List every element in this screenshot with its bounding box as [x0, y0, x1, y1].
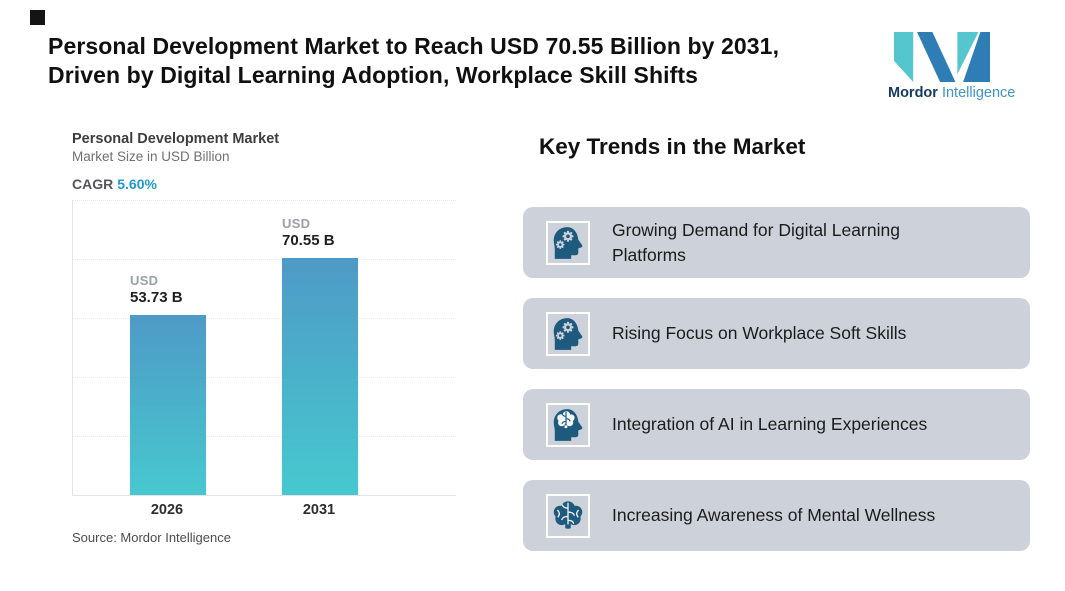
- bar-currency-2031: USD: [282, 216, 311, 231]
- plot-area: USD 53.73 B USD 70.55 B: [72, 200, 456, 496]
- trend-icon-box: [546, 402, 590, 447]
- trend-text: Rising Focus on Workplace Soft Skills: [612, 323, 907, 344]
- bar-2031: [282, 258, 358, 495]
- bar-value-label-2026: USD 53.73 B: [130, 273, 183, 308]
- bar-group-2031: USD 70.55 B: [282, 216, 358, 495]
- gridline: [73, 200, 456, 201]
- corner-square-decoration: [30, 10, 45, 25]
- logo-text-mordor: Mordor: [888, 85, 938, 101]
- mordor-intelligence-logo: Mordor Intelligence: [888, 32, 1015, 101]
- logo-text-intelligence: Intelligence: [941, 85, 1016, 101]
- bar-currency-2026: USD: [130, 273, 159, 288]
- chart-subtitle: Market Size in USD Billion: [72, 149, 230, 164]
- gridline: [73, 436, 456, 437]
- logo-mark-icon: [894, 32, 990, 82]
- page-title: Personal Development Market to Reach USD…: [48, 32, 779, 90]
- x-axis-label-2031: 2031: [302, 502, 336, 518]
- bar-amount-2026: 53.73 B: [130, 289, 183, 307]
- cagr-label: CAGR: [72, 176, 114, 192]
- head-gears-icon: [553, 317, 583, 350]
- trend-icon-box: [546, 311, 590, 356]
- cagr-row: CAGR 5.60%: [72, 176, 157, 192]
- trend-card-digital-learning: Growing Demand for Digital Learning Plat…: [523, 207, 1030, 278]
- bar-value-label-2031: USD 70.55 B: [282, 216, 335, 251]
- chart-title: Personal Development Market: [72, 131, 280, 147]
- cagr-value: 5.60%: [117, 176, 157, 192]
- brain-icon: [553, 500, 583, 529]
- gridline: [73, 377, 456, 378]
- trend-card-ai-learning: Integration of AI in Learning Experience…: [523, 389, 1030, 460]
- trend-text: Growing Demand for Digital Learning Plat…: [612, 219, 900, 265]
- trend-card-mental-wellness: Increasing Awareness of Mental Wellness: [523, 480, 1030, 551]
- bar-2026: [130, 315, 206, 495]
- head-gears-icon: [553, 226, 583, 259]
- head-brain-icon: [553, 408, 583, 441]
- gridline: [73, 259, 456, 260]
- trend-card-soft-skills: Rising Focus on Workplace Soft Skills: [523, 298, 1030, 369]
- logo-wordmark: Mordor Intelligence: [888, 85, 1015, 101]
- source-attribution: Source: Mordor Intelligence: [72, 530, 231, 545]
- bar-amount-2031: 70.55 B: [282, 232, 335, 250]
- trend-icon-box: [546, 220, 590, 265]
- key-trends-heading: Key Trends in the Market: [539, 134, 806, 159]
- trend-text: Integration of AI in Learning Experience…: [612, 414, 928, 435]
- x-axis-label-2026: 2026: [150, 502, 184, 518]
- bar-group-2026: USD 53.73 B: [130, 273, 206, 495]
- trend-text: Increasing Awareness of Mental Wellness: [612, 505, 936, 526]
- page-title-line1: Personal Development Market to Reach USD…: [48, 33, 780, 59]
- gridline: [73, 318, 456, 319]
- trend-icon-box: [546, 493, 590, 538]
- page-title-line2: Driven by Digital Learning Adoption, Wor…: [48, 62, 698, 88]
